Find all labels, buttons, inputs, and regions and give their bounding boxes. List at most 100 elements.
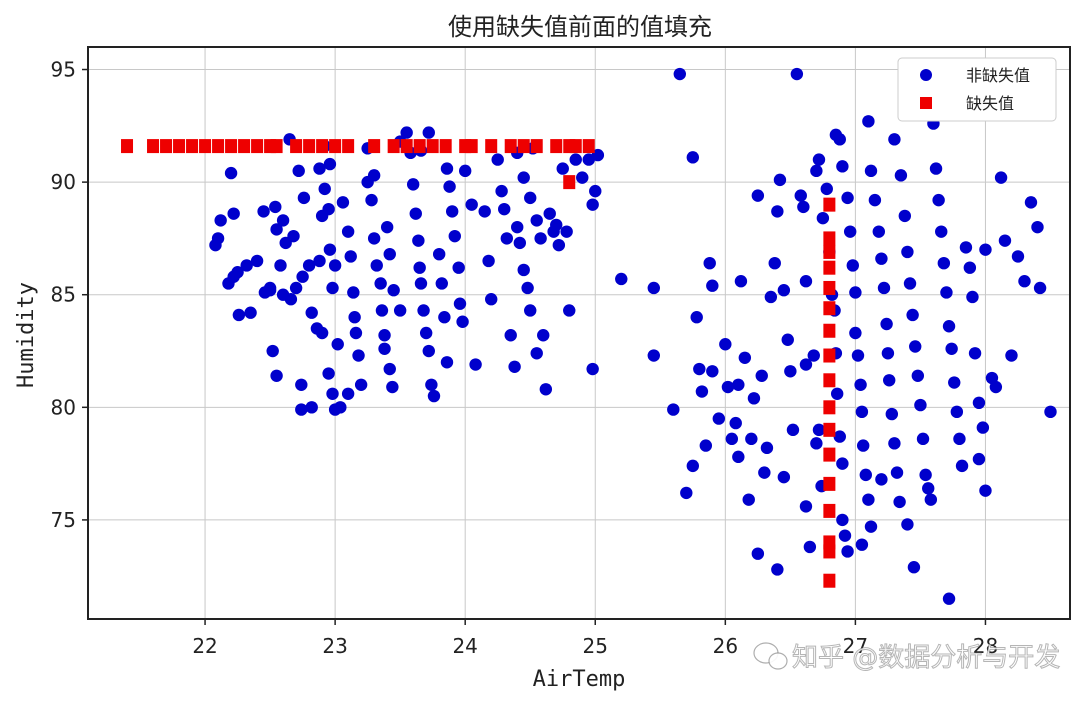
non-missing-point: [227, 207, 240, 220]
non-missing-point: [287, 229, 300, 243]
non-missing-point: [323, 243, 337, 256]
missing-point: [823, 573, 836, 588]
non-missing-point: [911, 369, 925, 382]
y-tick-label: 85: [51, 283, 76, 307]
non-missing-point: [552, 238, 566, 252]
missing-point: [342, 139, 355, 154]
non-missing-point: [341, 387, 355, 401]
missing-point: [823, 197, 836, 212]
non-missing-point: [586, 362, 599, 376]
non-missing-point: [521, 281, 534, 295]
non-missing-point: [922, 482, 935, 495]
non-missing-point: [686, 151, 700, 164]
non-missing-point: [849, 286, 862, 299]
non-missing-point: [721, 380, 735, 394]
non-missing-point: [406, 178, 420, 191]
non-missing-point: [257, 205, 270, 218]
non-missing-point: [751, 547, 765, 560]
non-missing-point: [794, 189, 807, 202]
non-missing-point: [799, 500, 813, 513]
missing-point: [823, 323, 836, 338]
non-missing-point: [435, 277, 448, 290]
non-missing-point: [313, 254, 326, 268]
non-missing-point: [232, 308, 246, 322]
non-missing-point: [504, 329, 517, 342]
non-missing-point: [586, 198, 599, 211]
non-missing-point: [491, 153, 504, 166]
non-missing-point: [667, 403, 680, 416]
non-missing-point: [231, 265, 244, 279]
non-missing-point: [383, 247, 396, 261]
non-missing-point: [690, 311, 703, 324]
non-missing-point: [469, 358, 482, 371]
non-missing-point: [914, 398, 927, 412]
non-missing-point: [354, 378, 368, 391]
y-tick-label: 80: [51, 395, 76, 419]
non-missing-point: [539, 383, 553, 396]
non-missing-point: [465, 198, 478, 211]
non-missing-point: [706, 279, 719, 292]
non-missing-point: [940, 286, 953, 299]
non-missing-point: [976, 421, 990, 434]
non-missing-point: [883, 374, 896, 387]
missing-point: [569, 139, 582, 154]
non-missing-point: [367, 169, 381, 182]
legend-marker-non-missing: [920, 69, 932, 81]
non-missing-point: [856, 439, 870, 452]
non-missing-point: [348, 311, 361, 324]
non-missing-point: [812, 423, 826, 437]
non-missing-point: [513, 236, 527, 250]
non-missing-point: [760, 441, 774, 455]
non-missing-point: [734, 275, 748, 288]
non-missing-point: [240, 259, 253, 272]
non-missing-point: [790, 67, 804, 81]
missing-point: [517, 139, 530, 154]
non-missing-point: [550, 218, 563, 232]
non-missing-point: [425, 378, 438, 391]
non-missing-point: [849, 326, 862, 340]
non-missing-point: [378, 329, 391, 342]
non-missing-point: [872, 225, 886, 238]
non-missing-point: [322, 202, 335, 216]
non-missing-point: [556, 162, 569, 175]
non-missing-point: [907, 561, 921, 574]
non-missing-point: [901, 245, 914, 259]
missing-point: [439, 139, 452, 154]
non-missing-point: [836, 513, 849, 527]
non-missing-point: [478, 205, 491, 218]
non-missing-point: [440, 356, 454, 369]
non-missing-point: [367, 232, 381, 245]
non-missing-point: [751, 189, 765, 202]
non-missing-point: [932, 193, 945, 207]
non-missing-point: [777, 470, 791, 484]
non-missing-point: [859, 468, 872, 482]
non-missing-point: [387, 284, 400, 297]
non-missing-point: [266, 344, 279, 358]
non-missing-point: [589, 184, 602, 198]
non-missing-point: [427, 389, 441, 403]
non-missing-point: [868, 193, 882, 207]
non-missing-point: [534, 232, 547, 245]
non-missing-point: [289, 281, 303, 295]
missing-point: [823, 301, 836, 316]
non-missing-point: [968, 347, 982, 360]
non-missing-point: [375, 304, 389, 317]
legend-marker-missing: [920, 97, 932, 109]
missing-point: [238, 139, 251, 154]
legend-box: [897, 57, 1057, 122]
non-missing-point: [771, 205, 784, 218]
non-missing-point: [530, 214, 543, 227]
non-missing-point: [250, 254, 264, 268]
watermark: 知乎 @数据分析与开发: [753, 642, 1061, 674]
non-missing-point: [799, 275, 813, 288]
non-missing-point: [1031, 220, 1044, 234]
missing-point: [290, 139, 303, 154]
non-missing-point: [560, 225, 573, 238]
non-missing-point: [211, 232, 225, 245]
non-missing-point: [244, 306, 257, 319]
non-missing-point: [699, 439, 713, 452]
non-missing-point: [680, 486, 693, 500]
non-missing-point: [302, 259, 316, 272]
non-missing-point: [838, 529, 852, 542]
non-missing-point: [305, 306, 318, 319]
